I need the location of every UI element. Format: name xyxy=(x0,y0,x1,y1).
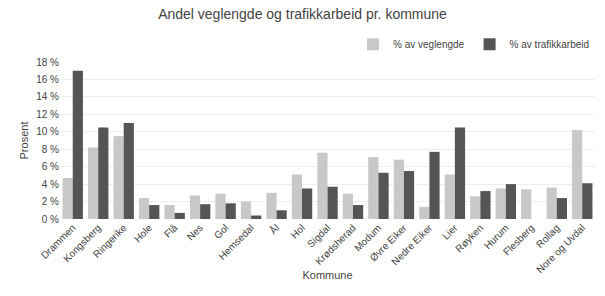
svg-text:Røyken: Røyken xyxy=(453,222,485,254)
svg-text:Lier: Lier xyxy=(440,222,460,242)
svg-text:% av trafikkarbeid: % av trafikkarbeid xyxy=(510,39,589,50)
svg-text:12 %: 12 % xyxy=(36,109,59,120)
svg-text:18 %: 18 % xyxy=(36,57,59,68)
svg-text:Nore og Uvdal: Nore og Uvdal xyxy=(534,222,587,275)
svg-text:Kongsberg: Kongsberg xyxy=(61,222,103,264)
svg-text:Hol: Hol xyxy=(289,222,307,240)
svg-text:Modum: Modum xyxy=(352,222,383,253)
svg-text:Kommune: Kommune xyxy=(302,269,352,281)
svg-text:Sigdal: Sigdal xyxy=(305,222,332,249)
svg-text:14 %: 14 % xyxy=(36,91,59,102)
svg-text:Prosent: Prosent xyxy=(18,122,30,160)
svg-text:Krødsherad: Krødsherad xyxy=(313,222,358,267)
svg-text:Andel veglengde og trafikkarbe: Andel veglengde og trafikkarbeid pr. kom… xyxy=(158,6,447,22)
svg-text:Hemsedal: Hemsedal xyxy=(216,222,256,262)
svg-text:Gol: Gol xyxy=(212,222,231,241)
svg-text:8 %: 8 % xyxy=(42,144,59,155)
svg-text:Hurum: Hurum xyxy=(482,222,511,251)
svg-text:0 %: 0 % xyxy=(42,214,59,225)
svg-text:10 %: 10 % xyxy=(36,126,59,137)
svg-text:Drammen: Drammen xyxy=(39,222,78,261)
svg-text:2 %: 2 % xyxy=(42,196,59,207)
svg-text:4 %: 4 % xyxy=(42,179,59,190)
svg-text:Øvre Eiker: Øvre Eiker xyxy=(368,222,410,264)
svg-text:Ringerike: Ringerike xyxy=(91,222,129,260)
svg-text:Nedre Eiker: Nedre Eiker xyxy=(389,222,435,268)
svg-text:% av veglengde: % av veglengde xyxy=(393,39,465,50)
svg-text:Hole: Hole xyxy=(132,222,155,245)
svg-text:16 %: 16 % xyxy=(36,74,59,85)
svg-text:Nes: Nes xyxy=(185,222,205,242)
svg-text:Ål: Ål xyxy=(267,221,282,236)
svg-text:6 %: 6 % xyxy=(42,161,59,172)
svg-text:Flesberg: Flesberg xyxy=(501,222,536,257)
svg-text:Flå: Flå xyxy=(162,222,180,240)
svg-text:Rollag: Rollag xyxy=(534,222,562,250)
